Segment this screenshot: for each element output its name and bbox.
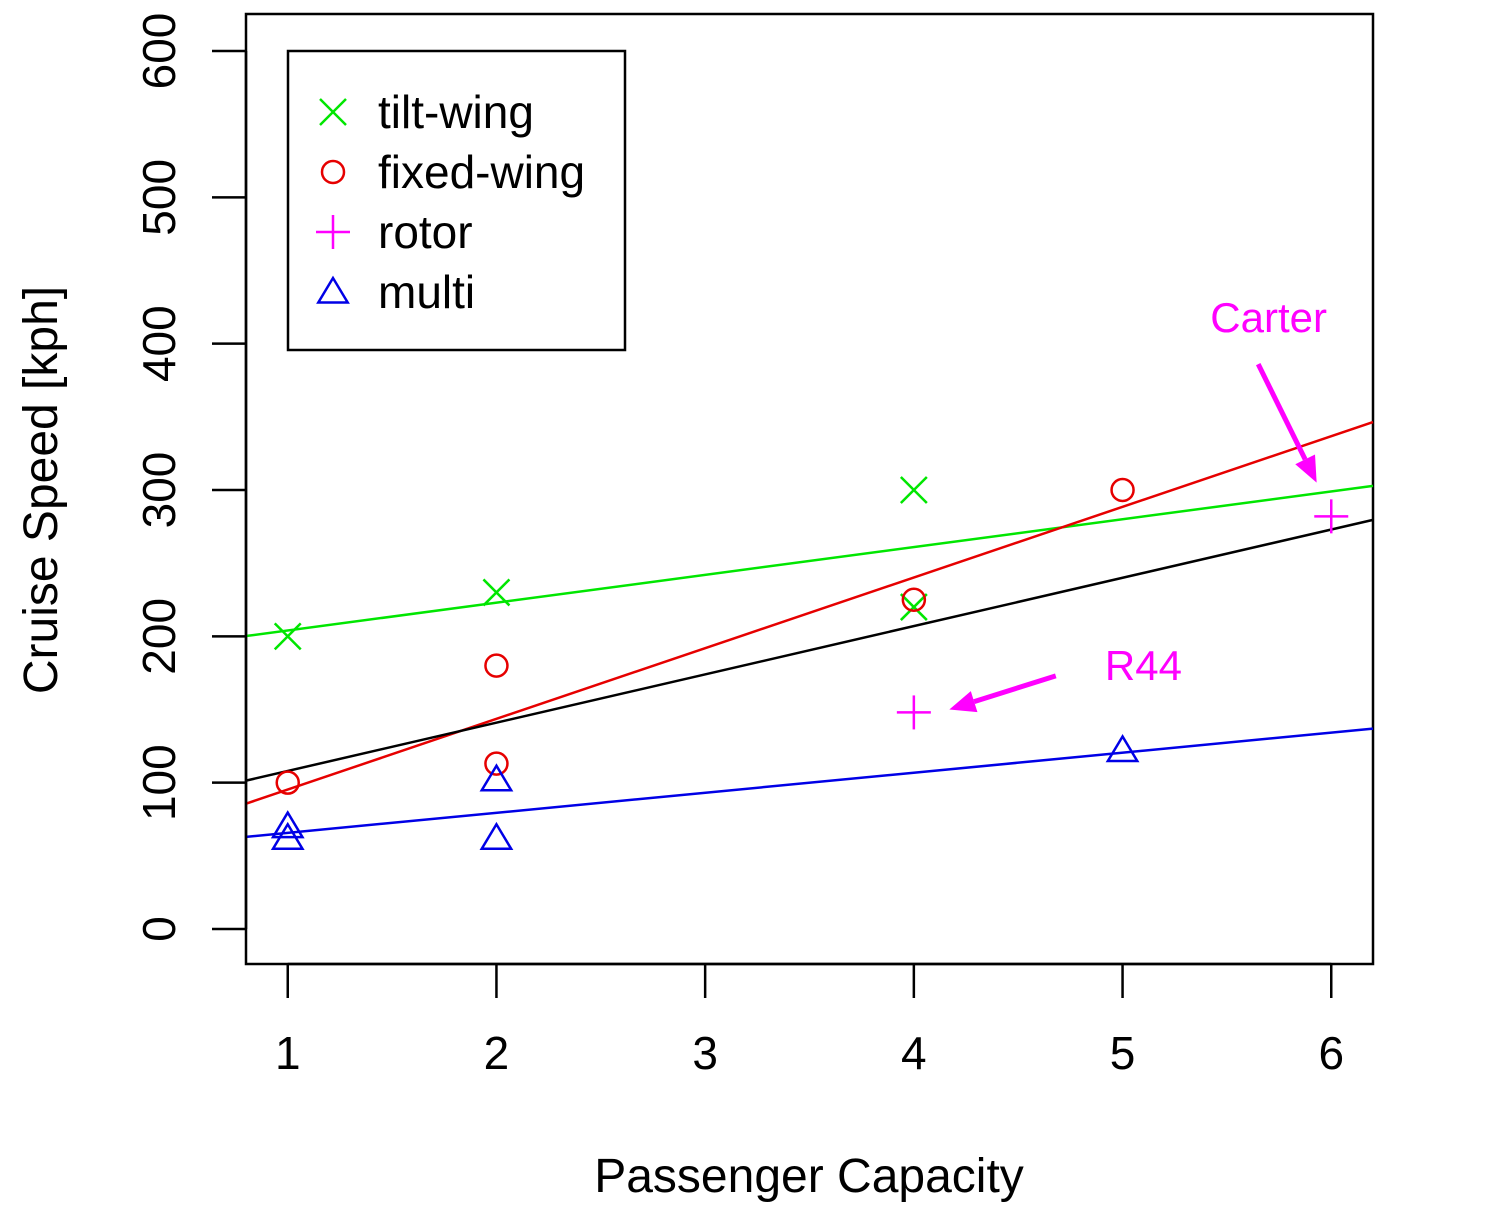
annotation-arrowhead-R44	[949, 691, 978, 713]
legend-marker-tilt-wing	[319, 98, 347, 126]
x-tick-label: 4	[901, 1027, 927, 1079]
y-tick-label: 0	[133, 916, 185, 942]
annotation-label-R44: R44	[1105, 642, 1182, 689]
point-fixed-wing-ring	[275, 770, 300, 795]
point-tilt-wing-stroke-b	[899, 476, 928, 504]
fit-line-overall	[245, 518, 1374, 782]
y-axis-label: Cruise Speed [kph]	[15, 286, 68, 694]
legend-label-multi: multi	[378, 266, 475, 318]
point-fixed-wing	[1110, 477, 1135, 503]
fit-line-fixed-wing	[245, 420, 1374, 805]
legend-marker-multi	[316, 275, 350, 304]
y-axis: 0 100 200 300 400 500 600	[133, 13, 248, 942]
point-tilt-wing	[899, 476, 928, 504]
y-tick-label: 600	[133, 13, 185, 90]
x-tick-label: 2	[484, 1027, 510, 1079]
x-tick-label: 3	[692, 1027, 718, 1079]
annotation-arrow-Carter	[1255, 363, 1308, 461]
point-multi	[479, 821, 514, 851]
annotation-arrowhead-Carter	[1295, 454, 1317, 483]
point-fixed-wing	[484, 751, 509, 776]
annotation-arrow-R44	[973, 673, 1057, 705]
annotation-label-Carter: Carter	[1210, 294, 1327, 341]
point-rotor	[896, 695, 931, 730]
point-fixed-wing-ring	[484, 653, 509, 678]
point-multi	[479, 763, 514, 792]
legend-marker-fixed-wing	[320, 159, 346, 185]
fit-line-tilt-wing	[245, 484, 1374, 638]
point-multi	[270, 821, 305, 851]
legend-label-fixed-wing: fixed-wing	[378, 146, 585, 198]
y-tick-label: 200	[133, 598, 185, 675]
x-axis-label: Passenger Capacity	[594, 1150, 1024, 1203]
legend-label-rotor: rotor	[378, 206, 473, 258]
y-tick-label: 400	[133, 305, 185, 382]
point-multi-shape	[479, 821, 514, 851]
point-fixed-wing	[901, 587, 927, 612]
point-tilt-wing-stroke-b	[899, 593, 928, 621]
legend-marker-multi-shape	[316, 275, 350, 304]
fit-lines	[245, 420, 1374, 839]
point-fixed-wing-ring	[484, 751, 509, 776]
legend-marker-fixed-wing-ring	[320, 159, 346, 185]
legend-marker-rotor	[316, 215, 350, 249]
x-tick-label: 5	[1110, 1027, 1136, 1079]
point-tilt-wing	[899, 593, 928, 621]
point-tilt-wing	[482, 578, 511, 607]
y-tick-label: 500	[133, 159, 185, 236]
point-multi	[1105, 734, 1140, 763]
y-tick-label: 300	[133, 452, 185, 529]
point-multi-shape	[1105, 734, 1140, 763]
x-tick-label: 1	[275, 1027, 301, 1079]
x-tick-label: 6	[1318, 1027, 1344, 1079]
point-fixed-wing-ring	[1110, 477, 1135, 503]
point-multi-shape	[270, 810, 305, 839]
legend-marker-tilt-wing-stroke-b	[319, 98, 347, 126]
x-axis: 1 2 3 4 5 6	[275, 962, 1344, 1079]
point-fixed-wing	[484, 653, 509, 678]
legend: tilt-wing fixed-wing rotor multi	[286, 49, 627, 352]
point-tilt-wing	[273, 622, 302, 651]
fit-line-multi	[245, 727, 1374, 839]
data-points	[270, 476, 1349, 851]
point-rotor	[1314, 499, 1349, 534]
point-fixed-wing	[275, 770, 300, 795]
point-multi	[270, 810, 305, 839]
legend-label-tilt-wing: tilt-wing	[378, 86, 534, 138]
point-multi-shape	[479, 763, 514, 792]
annotations: Carter R44	[949, 294, 1327, 713]
y-tick-label: 100	[133, 744, 185, 821]
point-multi-shape	[270, 821, 305, 851]
point-tilt-wing-stroke-b	[482, 578, 511, 607]
point-tilt-wing-stroke-b	[273, 622, 302, 651]
point-fixed-wing-ring	[901, 587, 927, 612]
